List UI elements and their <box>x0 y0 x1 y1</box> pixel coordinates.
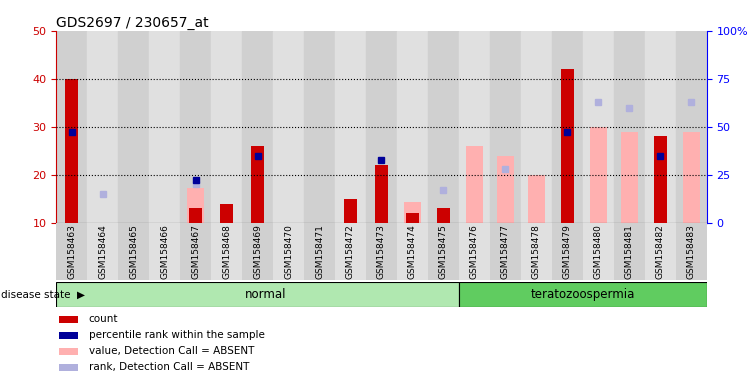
Text: GSM158476: GSM158476 <box>470 224 479 279</box>
Bar <box>428 31 459 223</box>
Bar <box>552 31 583 223</box>
Bar <box>335 31 366 223</box>
Bar <box>552 223 583 280</box>
Text: GSM158483: GSM158483 <box>687 224 696 279</box>
Text: GSM158463: GSM158463 <box>67 224 76 279</box>
Bar <box>56 223 87 280</box>
Bar <box>397 31 428 223</box>
Bar <box>242 31 273 223</box>
Bar <box>251 146 264 223</box>
Bar <box>87 223 118 280</box>
Bar <box>645 31 676 223</box>
Bar <box>614 31 645 223</box>
Bar <box>459 223 490 280</box>
Text: GSM158478: GSM158478 <box>532 224 541 279</box>
Bar <box>56 31 87 223</box>
Text: teratozoospermia: teratozoospermia <box>531 288 635 301</box>
Bar <box>375 165 387 223</box>
Text: GSM158477: GSM158477 <box>501 224 510 279</box>
Bar <box>56 282 459 307</box>
Bar <box>614 223 645 280</box>
Text: percentile rank within the sample: percentile rank within the sample <box>88 330 265 340</box>
Bar <box>59 348 78 355</box>
Bar <box>397 223 428 280</box>
Text: GDS2697 / 230657_at: GDS2697 / 230657_at <box>56 16 209 30</box>
Bar <box>583 31 614 223</box>
Bar <box>87 31 118 223</box>
Bar <box>583 223 614 280</box>
Bar <box>676 31 707 223</box>
Bar <box>189 208 202 223</box>
Bar <box>273 31 304 223</box>
Bar <box>118 223 149 280</box>
Bar <box>149 223 180 280</box>
Bar <box>59 332 78 339</box>
Bar <box>187 188 204 223</box>
Text: GSM158471: GSM158471 <box>315 224 324 279</box>
Bar <box>490 31 521 223</box>
Bar <box>273 223 304 280</box>
Text: normal: normal <box>245 288 286 301</box>
Bar <box>242 223 273 280</box>
Text: GSM158466: GSM158466 <box>160 224 169 279</box>
Text: GSM158465: GSM158465 <box>129 224 138 279</box>
Bar <box>459 282 707 307</box>
Bar <box>654 136 666 223</box>
Text: count: count <box>88 314 118 324</box>
Bar <box>59 364 78 371</box>
Bar <box>428 223 459 280</box>
Bar <box>521 31 552 223</box>
Bar <box>528 175 545 223</box>
Bar <box>404 202 421 223</box>
Bar <box>438 208 450 223</box>
Bar <box>459 31 490 223</box>
Bar <box>590 127 607 223</box>
Bar <box>406 213 419 223</box>
Text: GSM158479: GSM158479 <box>563 224 572 279</box>
Text: GSM158480: GSM158480 <box>594 224 603 279</box>
Text: GSM158473: GSM158473 <box>377 224 386 279</box>
Bar <box>304 31 335 223</box>
Text: GSM158472: GSM158472 <box>346 224 355 279</box>
Text: disease state  ▶: disease state ▶ <box>1 290 85 300</box>
Bar <box>180 223 211 280</box>
Text: rank, Detection Call = ABSENT: rank, Detection Call = ABSENT <box>88 362 249 372</box>
Bar <box>344 199 357 223</box>
Bar <box>497 156 514 223</box>
Text: GSM158482: GSM158482 <box>656 224 665 279</box>
Bar <box>304 223 335 280</box>
Bar <box>366 223 397 280</box>
Bar <box>211 31 242 223</box>
Text: GSM158468: GSM158468 <box>222 224 231 279</box>
Bar <box>180 31 211 223</box>
Bar <box>366 31 397 223</box>
Text: GSM158475: GSM158475 <box>439 224 448 279</box>
Bar <box>561 69 574 223</box>
Bar <box>645 223 676 280</box>
Text: GSM158469: GSM158469 <box>253 224 262 279</box>
Text: value, Detection Call = ABSENT: value, Detection Call = ABSENT <box>88 346 254 356</box>
Text: GSM158467: GSM158467 <box>191 224 200 279</box>
Text: GSM158464: GSM158464 <box>98 224 107 279</box>
Bar <box>221 204 233 223</box>
Bar <box>335 223 366 280</box>
Bar <box>118 31 149 223</box>
Bar <box>149 31 180 223</box>
Bar <box>59 316 78 323</box>
Bar <box>621 132 638 223</box>
Text: GSM158474: GSM158474 <box>408 224 417 279</box>
Bar <box>676 223 707 280</box>
Text: GSM158470: GSM158470 <box>284 224 293 279</box>
Bar <box>466 146 483 223</box>
Bar <box>65 79 78 223</box>
Bar <box>683 132 700 223</box>
Bar <box>521 223 552 280</box>
Bar <box>211 223 242 280</box>
Bar <box>490 223 521 280</box>
Text: GSM158481: GSM158481 <box>625 224 634 279</box>
